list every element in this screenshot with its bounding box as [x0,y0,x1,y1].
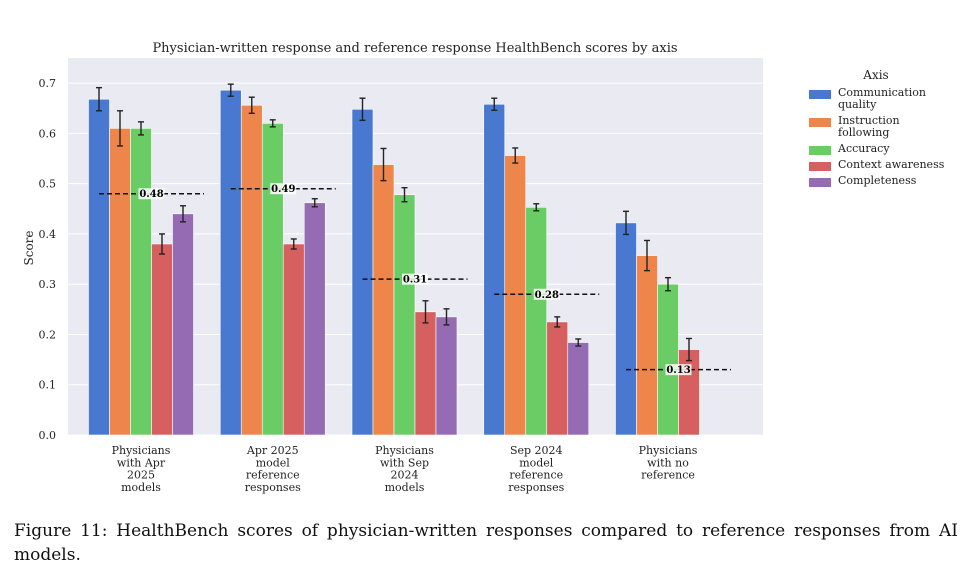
error-bars [96,83,692,362]
figure-caption: Figure 11: HealthBench scores of physici… [14,521,958,565]
reference-label: 0.13 [666,365,690,376]
legend-label: following [838,126,889,139]
bar [435,316,458,436]
bar [546,321,569,436]
bar [219,89,242,436]
y-tick-label: 0.6 [39,127,57,140]
x-tick-label: Sep 2024 [510,444,563,457]
x-tick-label: models [385,481,425,494]
bar [261,123,284,436]
y-tick-label: 0.2 [39,328,57,341]
legend-label: Communication [838,86,926,99]
x-tick-label: with no [647,456,689,469]
x-tick-label: models [121,481,161,494]
bar [393,194,416,436]
reference-label-background [270,183,297,195]
y-tick-label: 0.1 [39,379,57,392]
y-tick-label: 0.7 [39,77,57,90]
bar [678,349,700,436]
legend-label: quality [838,98,877,111]
x-tick-label: responses [508,481,564,494]
legend-label: Instruction [838,114,900,127]
x-tick-label: responses [245,481,301,494]
y-axis-label: Score [22,230,36,265]
reference-label: 0.31 [403,275,427,286]
x-tick-label: 2024 [391,469,419,482]
reference-label: 0.48 [139,189,163,200]
bars [88,89,700,436]
bar [172,213,194,436]
bar [282,243,305,436]
x-tick-label: with Sep [380,456,429,469]
x-tick-label: reference [246,469,300,482]
x-tick-label: reference [509,469,563,482]
reference-label-background [665,364,692,376]
reference-label-background [402,273,428,285]
legend-title: Axis [862,68,888,82]
x-tick-label: model [256,456,291,469]
bar [483,103,506,436]
bar [525,206,548,436]
y-tick-label: 0.0 [39,429,57,442]
legend-swatch [809,118,831,127]
y-tick-label: 0.3 [39,278,57,291]
bar [567,342,590,436]
x-tick-label: 2025 [127,469,155,482]
legend-swatch [809,162,831,171]
y-tick-labels: 0.0 0.1 0.2 0.3 0.4 0.5 0.6 0.7 [39,77,57,442]
bar [130,128,152,436]
bar-chart: 0.48 0.490.310.280.13 0.00.10.20.30.40.50… [22,41,945,494]
x-tick-label: reference [641,469,695,482]
bar [657,283,679,436]
legend-label: Context awareness [838,158,945,171]
bar [88,98,110,436]
y-tick-label: 0.4 [39,228,57,241]
bar [636,255,658,436]
x-tick-label: Physicians [639,444,698,457]
reference-label-background [533,288,560,300]
reference-label: 0.28 [535,290,559,301]
reference-label: 0.49 [271,184,295,195]
legend-label: Completeness [838,174,917,187]
bar [151,243,173,436]
bar [504,155,527,436]
x-tick-label: Physicians [375,444,434,457]
bar [240,104,263,436]
x-tick-label: model [519,456,554,469]
bar [372,164,395,436]
x-tick-label: Apr 2025 [246,444,299,457]
x-tick-label: Physicians [112,444,171,457]
bar [414,311,437,436]
bar [109,128,131,436]
reference-lines: 0.48 0.49 0.31 0.28 0.13 [99,183,731,376]
legend-swatch [809,178,831,187]
legend-swatch [809,90,831,99]
bar [615,222,637,436]
bar [303,202,326,436]
legend-label: Accuracy [837,142,890,155]
chart-title: Physician-written response and reference… [152,41,677,56]
y-tick-label: 0.5 [39,178,57,191]
bar [351,108,374,436]
x-tick-label: with Apr [117,456,166,469]
legend-swatch [809,146,831,155]
reference-label-background [138,188,165,200]
